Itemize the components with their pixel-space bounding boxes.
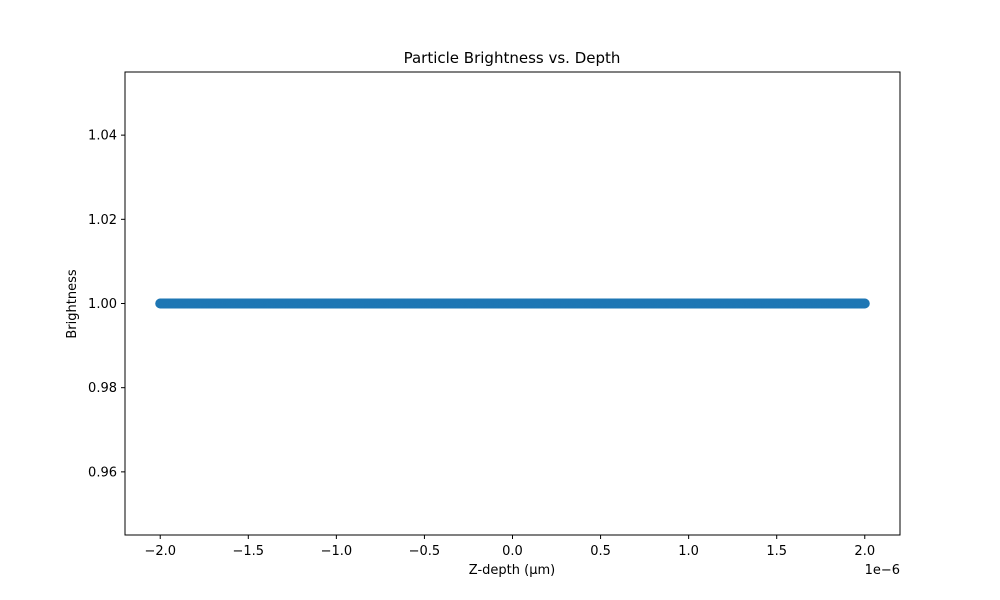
x-tick-label: 0.0 xyxy=(502,544,523,559)
y-tick-label: 0.96 xyxy=(88,465,117,480)
x-tick-label: −2.0 xyxy=(144,544,176,559)
y-axis-ticks: 0.96 0.98 1.00 1.02 1.04 xyxy=(88,129,125,480)
x-tick-label: −1.0 xyxy=(321,544,353,559)
data-point xyxy=(859,298,870,309)
x-axis-ticks: −2.0 −1.5 −1.0 −0.5 0.0 0.5 1.0 1.5 2.0 xyxy=(144,535,875,559)
x-tick-label: 1.5 xyxy=(766,544,787,559)
y-axis-label: Brightness xyxy=(65,269,80,338)
x-tick-label: −0.5 xyxy=(409,544,441,559)
x-tick-label: −1.5 xyxy=(233,544,265,559)
y-tick-label: 1.02 xyxy=(88,213,117,228)
y-tick-label: 0.98 xyxy=(88,381,117,396)
data-points xyxy=(155,298,870,309)
x-tick-label: 0.5 xyxy=(590,544,611,559)
x-tick-label: 2.0 xyxy=(854,544,875,559)
x-tick-label: 1.0 xyxy=(678,544,699,559)
x-axis-offset-label: 1e−6 xyxy=(865,563,900,578)
y-tick-label: 1.04 xyxy=(88,129,117,144)
chart-title: Particle Brightness vs. Depth xyxy=(404,49,621,67)
y-tick-label: 1.00 xyxy=(88,297,117,312)
x-axis-label: Z-depth (μm) xyxy=(469,563,555,578)
